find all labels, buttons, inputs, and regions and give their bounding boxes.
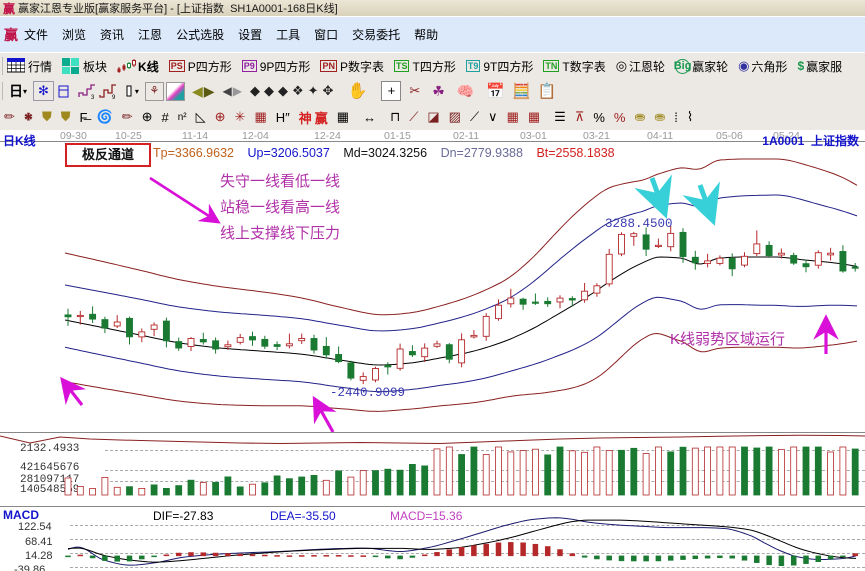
svg-text:K线弱势区域运行: K线弱势区域运行 (670, 331, 785, 348)
svg-text:站稳一线看高一线: 站稳一线看高一线 (220, 199, 340, 216)
svg-text:-2440.9099: -2440.9099 (330, 386, 405, 400)
svg-text:9: 9 (112, 95, 116, 99)
svg-text:失守一线看低一线: 失守一线看低一线 (220, 173, 340, 190)
svg-text:线上支撑线下压力: 线上支撑线下压力 (220, 225, 340, 242)
svg-text:3288.4500: 3288.4500 (605, 217, 673, 231)
svg-text:3: 3 (91, 95, 95, 99)
